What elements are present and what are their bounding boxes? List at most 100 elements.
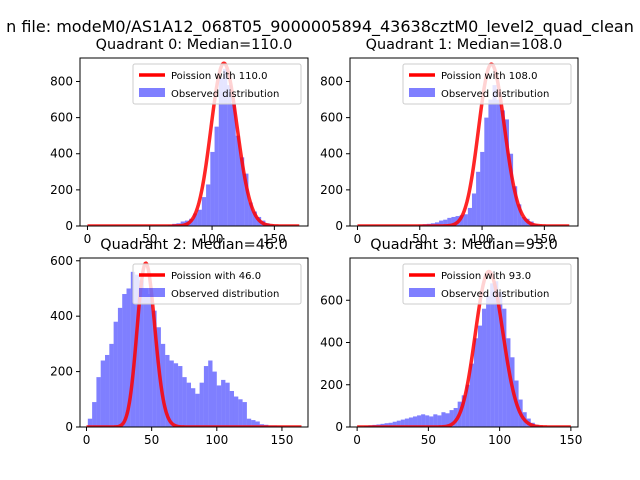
legend-box	[132, 63, 302, 105]
legend: Poission with 46.0 Observed distribution	[132, 263, 302, 305]
y-tick-label: 200	[320, 378, 343, 392]
legend-patch-swatch	[139, 288, 165, 297]
y-tick-label: 600	[320, 293, 343, 307]
histogram-bar	[459, 215, 464, 226]
histogram-bar	[469, 363, 474, 427]
x-tick-label: 0	[353, 433, 361, 447]
histogram-bar	[229, 390, 234, 427]
histogram-bar	[246, 418, 252, 427]
histogram-bar	[244, 173, 249, 226]
histogram-bar	[191, 388, 196, 427]
histogram-bar	[434, 222, 440, 226]
plot-area	[356, 62, 571, 226]
poisson-curve	[356, 269, 572, 427]
histogram-bar	[113, 321, 118, 427]
x-tick-label: 0	[83, 433, 91, 447]
histogram-bar	[498, 291, 503, 427]
legend-label-observed: Observed distribution	[441, 89, 549, 100]
histogram-bar	[248, 202, 253, 226]
histogram-bar	[152, 310, 157, 427]
histogram-bar	[231, 103, 236, 226]
y-tick-label: 600	[50, 254, 73, 268]
histogram-bar	[160, 343, 166, 427]
histogram-bar	[439, 220, 444, 226]
x-tick-label: 50	[412, 232, 427, 246]
histogram-bar	[186, 382, 192, 427]
histogram-bar	[471, 193, 477, 226]
histogram-bar	[504, 119, 509, 226]
histogram-bar	[480, 151, 485, 226]
histogram-bar	[437, 415, 442, 427]
legend-label-observed: Observed distribution	[171, 289, 279, 300]
histogram-bar	[486, 296, 491, 427]
histogram-bar	[445, 413, 450, 427]
histogram-bar	[500, 110, 505, 226]
histogram-bar	[476, 171, 481, 226]
histogram-bar	[461, 395, 466, 427]
histogram-bar	[182, 377, 187, 427]
histogram-bar	[453, 407, 458, 427]
histogram-bar	[100, 360, 106, 427]
y-tick-label: 200	[320, 183, 343, 197]
chart-title: Quadrant 3: Median=93.0	[370, 237, 558, 253]
legend-label-observed: Observed distribution	[171, 89, 279, 100]
histogram-bar	[451, 216, 456, 226]
histogram-bar	[508, 153, 514, 226]
chart-panel-3: 0 50 100 150 0 200 400 600 Poission with 93.0 Obs…	[320, 237, 582, 447]
histogram-bar	[96, 377, 101, 427]
histogram-bar	[225, 382, 230, 427]
plot-area	[85, 261, 303, 427]
y-tick-label: 0	[65, 219, 73, 233]
y-tick-label: 600	[320, 111, 343, 125]
histogram-bar	[502, 308, 507, 427]
histogram-bar	[143, 288, 149, 427]
x-tick-label: 100	[471, 232, 494, 246]
histogram-bar	[482, 308, 487, 427]
poisson-curve	[356, 62, 571, 226]
histogram-bar	[449, 410, 454, 427]
histogram-bar	[521, 216, 526, 226]
y-tick-label: 400	[50, 309, 73, 323]
histogram-bar	[165, 354, 170, 427]
histogram-bar	[239, 157, 245, 226]
histogram-bar	[235, 135, 240, 226]
histogram-bar	[223, 68, 228, 226]
histogram-bar	[242, 402, 247, 427]
histogram-bar	[252, 211, 257, 226]
histogram-bar	[92, 402, 97, 427]
poisson-curve	[85, 261, 303, 427]
histogram-bar	[490, 283, 495, 427]
histogram-bar	[488, 99, 493, 226]
histogram-bar	[227, 85, 232, 226]
histogram-bar	[197, 209, 202, 226]
histogram-bar	[517, 204, 522, 226]
histogram-bar	[233, 396, 239, 427]
legend-patch-swatch	[409, 288, 435, 297]
histogram-bar	[109, 343, 114, 427]
histogram-bar	[465, 384, 470, 427]
y-tick-label: 200	[50, 365, 73, 379]
chart-title: Quadrant 0: Median=110.0	[96, 37, 293, 53]
histogram-bar	[169, 360, 174, 427]
histogram-bar	[433, 414, 438, 427]
legend: Poission with 110.0 Observed distribution	[132, 63, 302, 105]
plot-area	[86, 61, 301, 226]
histogram-bar	[404, 418, 409, 427]
histogram-bar	[400, 419, 405, 427]
histogram-bar	[122, 294, 127, 427]
histogram-bar	[429, 416, 434, 427]
y-tick-label: 600	[50, 111, 73, 125]
legend-label-model: Poission with 110.0	[171, 71, 267, 82]
histogram-bar	[238, 399, 243, 427]
legend-patch-swatch	[139, 88, 165, 97]
histogram-bar	[212, 371, 217, 427]
histogram-bar	[148, 294, 153, 427]
y-tick-label: 0	[65, 420, 73, 434]
chart-panel-1: 0 50 100 150 0 200 400 600 800 Poission with 108.…	[320, 37, 579, 246]
histogram-bar	[201, 197, 207, 226]
chart-panel-0: 0 50 100 150 0 200 400 600 800 Poission with 110.…	[50, 37, 309, 246]
legend-box	[402, 263, 572, 305]
legend-label-observed: Observed distribution	[441, 289, 549, 300]
axes-frame	[79, 257, 309, 428]
